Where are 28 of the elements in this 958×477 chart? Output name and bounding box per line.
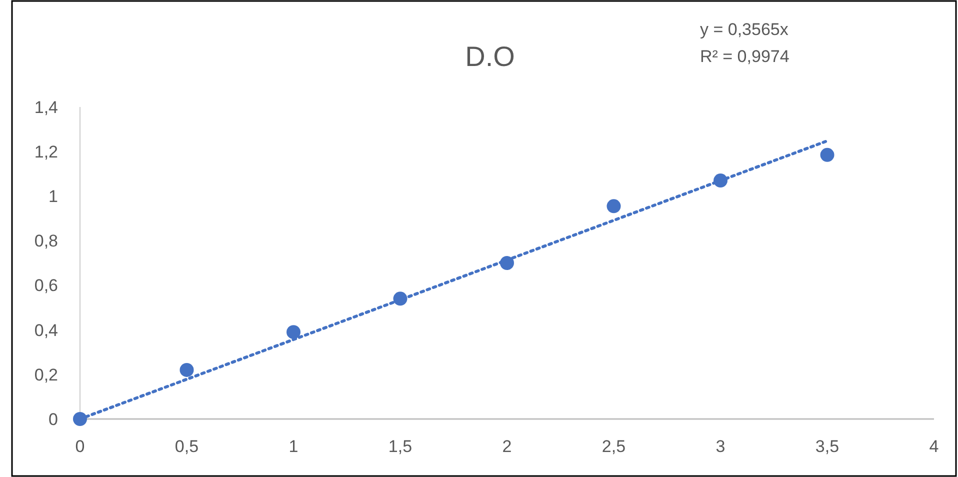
x-tick-label: 0,5 xyxy=(174,437,199,456)
y-tick-label: 1,4 xyxy=(34,98,58,117)
point xyxy=(714,174,728,188)
point xyxy=(606,199,621,214)
point xyxy=(500,256,514,270)
text: R² = 0,9974 xyxy=(700,47,790,66)
point xyxy=(820,148,834,162)
point xyxy=(180,362,194,377)
point xyxy=(286,325,300,340)
y-tick-label: 1 xyxy=(48,187,58,206)
x-tick-label: 4 xyxy=(929,437,939,456)
text: y = 0,3565x xyxy=(700,20,789,39)
y-tick-label: 0,6 xyxy=(34,276,58,296)
y-tick-label: 1,2 xyxy=(34,142,58,162)
x-tick-label: 2 xyxy=(502,437,512,456)
chart-title: D.O xyxy=(465,41,515,72)
point xyxy=(73,412,87,426)
point xyxy=(393,292,408,306)
y-tick-label: 0,8 xyxy=(34,232,58,251)
x-tick-label: 0 xyxy=(75,437,85,456)
x-tick-label: 1,5 xyxy=(388,437,412,456)
y-tick-label: 0 xyxy=(48,410,58,429)
y-tick-label: 0,4 xyxy=(34,320,58,340)
x-tick-label: 2,5 xyxy=(602,437,626,456)
y-tick-label: 0,2 xyxy=(34,365,58,384)
x-tick-label: 3 xyxy=(716,437,726,456)
x-tick-label: 1 xyxy=(288,437,298,456)
x-tick-label: 3,5 xyxy=(815,437,840,456)
